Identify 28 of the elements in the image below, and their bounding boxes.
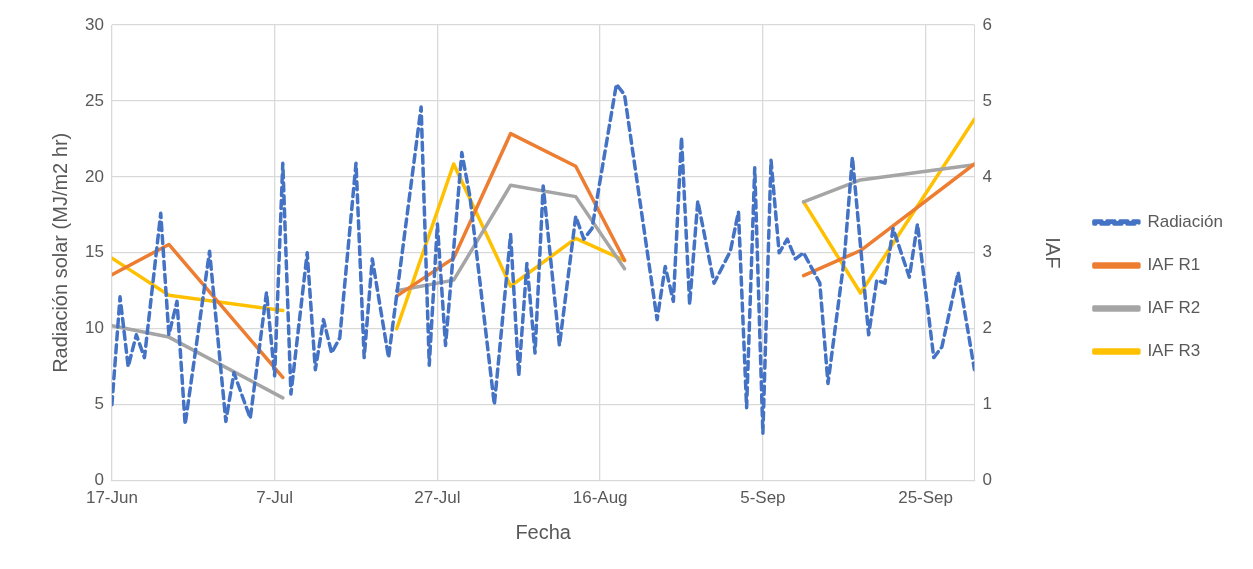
- y-tick-label: 20: [84, 166, 104, 186]
- y2-tick-label: 5: [982, 90, 992, 110]
- y2-tick-label: 3: [982, 242, 992, 262]
- y2-axis-title: IAF: [1042, 237, 1065, 269]
- legend-label: IAF R2: [1147, 298, 1201, 318]
- x-tick-label: 5-Sep: [740, 488, 786, 508]
- y-tick-label: 25: [84, 90, 104, 110]
- x-tick-label: 17-Jun: [85, 488, 138, 508]
- legend-label: IAF R1: [1147, 255, 1201, 275]
- x-tick-label: 27-Jul: [414, 488, 461, 508]
- y2-tick-label: 1: [982, 394, 992, 414]
- legend-label: IAF R3: [1147, 341, 1201, 361]
- y-axis-title: Radiación solar (MJ/m2 hr): [48, 132, 71, 373]
- y2-tick-label: 6: [982, 14, 992, 34]
- legend-label: Radiación: [1147, 212, 1224, 232]
- y-tick-label: 30: [84, 14, 104, 34]
- y2-tick-label: 2: [982, 318, 992, 338]
- x-axis-title: Fecha: [515, 520, 572, 543]
- y2-tick-label: 0: [982, 470, 992, 490]
- x-tick-label: 16-Aug: [572, 488, 628, 508]
- y-tick-label: 0: [94, 470, 104, 490]
- y2-tick-label: 4: [982, 166, 992, 186]
- y-tick-label: 15: [84, 242, 104, 262]
- line-series: [111, 82, 975, 436]
- y-tick-label: 10: [84, 318, 104, 338]
- x-tick-label: 25-Sep: [898, 488, 954, 508]
- y-tick-label: 5: [94, 394, 104, 414]
- x-tick-label: 7-Jul: [256, 488, 294, 508]
